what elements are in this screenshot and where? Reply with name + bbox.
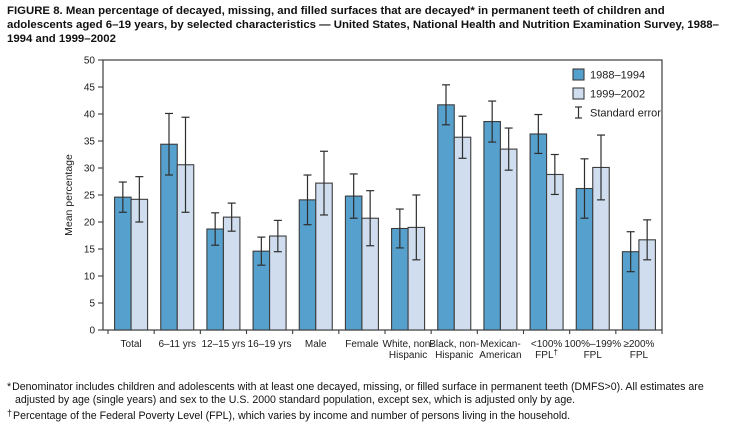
error-bar	[273, 219, 282, 253]
y-axis-label: Mean percentage	[63, 154, 75, 236]
error-bar	[366, 190, 375, 247]
y-axis-tick-label: 10	[84, 272, 96, 283]
footnote-fpl: †Percentage of the Federal Poverty Level…	[7, 407, 732, 423]
error-bar	[349, 173, 358, 219]
footnote-denominator: *Denominator includes children and adole…	[7, 381, 732, 407]
error-bar	[395, 208, 404, 249]
legend: 1988–1994 1999–2002 Standard error	[572, 68, 661, 120]
error-bar	[534, 113, 543, 155]
legend-item: Standard error	[575, 106, 661, 120]
footnote-fpl-text: Percentage of the Federal Poverty Level …	[13, 410, 571, 423]
error-bar	[626, 231, 635, 273]
x-axis-label: 100%–199%	[564, 339, 621, 350]
x-axis-label: White, non-	[383, 339, 434, 350]
figure-title: FIGURE 8. Mean percentage of decayed, mi…	[7, 5, 719, 45]
y-axis-tick-label: 25	[84, 191, 96, 202]
x-axis-label: FPL†	[535, 348, 558, 361]
error-bar	[320, 150, 328, 216]
x-axis-label: Hispanic	[389, 350, 427, 361]
footnote-denominator-text: Denominator includes children and adoles…	[12, 381, 704, 407]
x-axis-label: Mexican-	[480, 339, 521, 350]
bar-1999-2002	[499, 148, 518, 331]
y-axis-tick-label: 30	[84, 164, 96, 175]
x-axis-label: <100%	[531, 339, 563, 350]
x-axis-label: 12–15 yrs	[201, 339, 245, 350]
figure-chart: 0 5 10 15 20 25 30 35 40 45 50 Mean percentage Total…	[63, 56, 663, 361]
legend-label: 1988–1994	[590, 70, 645, 82]
error-bar	[211, 212, 220, 246]
x-axis-label: American	[479, 350, 521, 361]
bar-1999-2002	[222, 216, 241, 331]
legend-label: 1999–2002	[590, 89, 645, 101]
x-axis-label: 16–19 yrs	[248, 339, 292, 350]
error-bar	[580, 158, 589, 219]
error-bar	[488, 100, 497, 143]
bar-1999-2002	[546, 173, 564, 331]
error-bar	[181, 116, 190, 213]
legend-swatch-icon	[572, 87, 585, 100]
legend-swatch-icon	[572, 68, 585, 81]
error-bar	[165, 112, 173, 176]
legend-item: 1999–2002	[572, 87, 645, 101]
y-axis-tick-label: 35	[84, 137, 96, 148]
error-bar	[597, 134, 605, 201]
error-bar	[412, 194, 421, 261]
x-axis-labels-group: Total 6–11 yrs 12–15 yrs 16–19 yrs Male Femal…	[121, 339, 655, 361]
footnote-dagger-marker: †	[7, 408, 13, 419]
x-axis-label: FPL	[630, 350, 649, 361]
y-axis-tick-label: 20	[84, 218, 96, 229]
x-axis-label: Black, non-	[429, 339, 479, 350]
x-axis-label: Female	[345, 339, 379, 350]
error-bar	[257, 236, 266, 266]
error-bar	[550, 153, 559, 196]
error-bar	[118, 181, 127, 213]
x-axis-label: Hispanic	[435, 350, 473, 361]
error-bar	[643, 219, 652, 261]
bar-1988-1994	[437, 104, 455, 331]
error-bar	[458, 115, 467, 159]
error-bar	[227, 202, 236, 232]
x-axis-label: ≥200%	[623, 339, 654, 350]
error-bar	[504, 127, 513, 171]
y-axis-tick-label: 45	[84, 83, 96, 94]
bar-1999-2002	[453, 136, 472, 331]
x-axis-label: Male	[305, 339, 327, 350]
x-axis-label: Total	[121, 339, 142, 350]
y-axis-tick-label: 40	[84, 110, 96, 121]
x-axis-label: 6–11 yrs	[158, 339, 196, 350]
x-axis-label: FPL	[584, 350, 603, 361]
legend-item: 1988–1994	[572, 68, 645, 82]
legend-label: Standard error	[590, 108, 661, 120]
error-bar	[442, 84, 450, 126]
footnote-asterisk-marker: *	[7, 381, 12, 393]
y-axis-tick-label: 15	[84, 245, 96, 256]
bars-group	[114, 104, 656, 331]
bar-1988-1994	[529, 133, 548, 331]
y-axis-tick-label: 0	[89, 326, 95, 337]
footnotes: *Denominator includes children and adole…	[7, 381, 732, 424]
y-axis-tick-label: 5	[89, 299, 95, 310]
error-bars-group	[118, 84, 652, 273]
error-bar	[135, 176, 144, 223]
error-bar	[303, 174, 312, 226]
bar-1988-1994	[483, 121, 501, 331]
bar-1988-1994	[114, 196, 132, 331]
y-axis-tick-label: 50	[84, 56, 96, 67]
